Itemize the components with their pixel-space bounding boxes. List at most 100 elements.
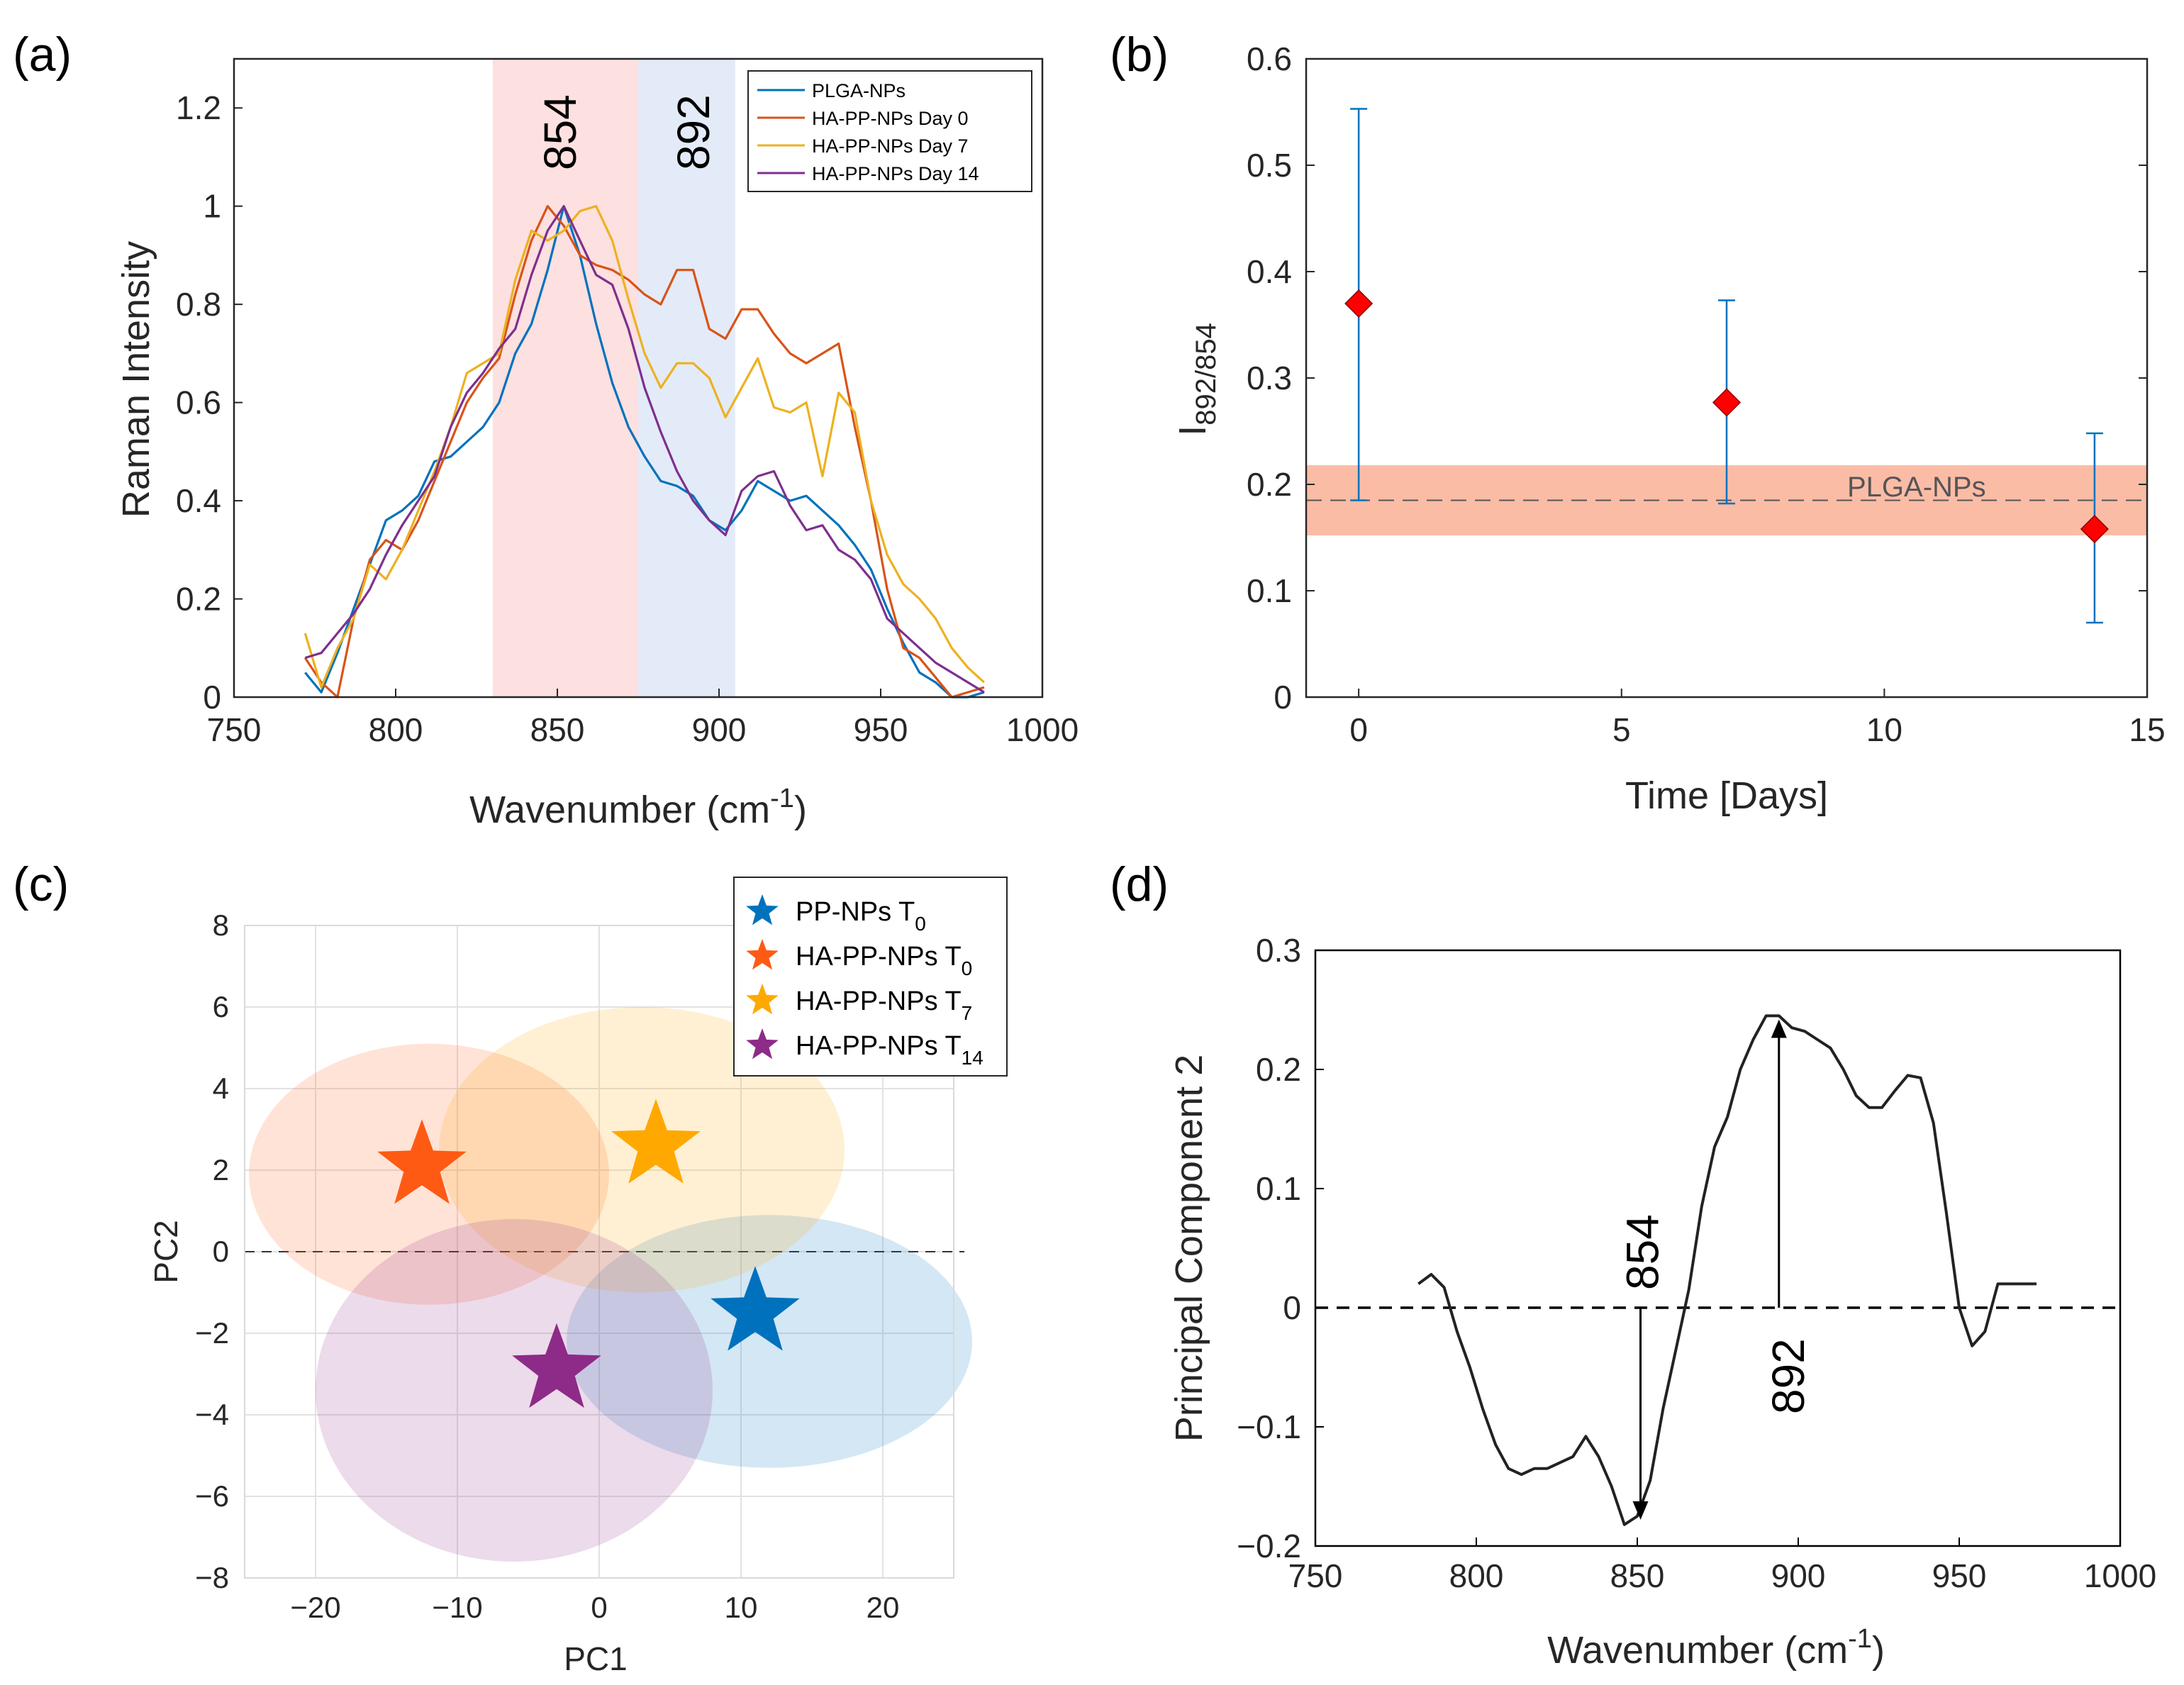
d-plot-frame [1314,949,2122,1547]
a-series-line-0 [304,205,985,699]
c-xtick-label: 10 [725,1591,758,1624]
b-plot-frame [1305,57,2149,699]
b-ytick-label: 0.4 [1247,253,1292,290]
c-star-0 [711,1266,800,1351]
a-xtick-label: 750 [207,711,262,748]
a-series-line-2 [303,205,985,689]
c-ytick-label: −8 [195,1561,229,1594]
a-xtick-label: 1000 [1006,711,1079,748]
a-band-892 [638,59,735,697]
a-series-line-3 [304,205,985,694]
a-ylabel: Raman Intensity [115,241,157,518]
d-arrow-head-854 [1632,1501,1649,1520]
c-ellipses [249,1007,972,1562]
d-xtick-label: 850 [1610,1557,1665,1594]
d-ytick-label: 0.2 [1256,1051,1301,1088]
a-ytick-label: 0.4 [176,482,221,519]
a-ytick-label: 0.2 [176,581,221,618]
d-ytick-label: −0.2 [1237,1528,1301,1564]
c-star-1 [377,1119,467,1204]
a-xtick-label: 950 [854,711,908,748]
b-xlabel: Time [Days] [1625,774,1828,817]
a-legend-day7: HA-PP-NPs Day 7 [812,135,969,157]
a-ytick-label: 0.6 [176,384,221,421]
c-legend-label-3: HA-PP-NPs T14 [796,1031,984,1069]
b-ytick-label: 0.2 [1247,466,1292,503]
c-ytick-label: 8 [213,908,229,942]
panel-label-a: (a) [13,28,72,82]
b-ylabel: I892/854 [1171,323,1222,436]
panel-b-intensity-ratio: (b) 0 5 10 15 0 0.1 0.2 0.3 0.4 0.5 0.6 PLGA-NPs I… [1110,28,2166,817]
b-reference-label: PLGA-NPs [1847,472,1986,503]
c-legend-label-2: HA-PP-NPs T7 [796,986,972,1024]
b-axes-ticks: 0 5 10 15 0 0.1 0.2 0.3 0.4 0.5 0.6 [1247,40,2166,748]
d-xtick-label: 950 [1932,1557,1987,1594]
b-xtick-label: 15 [2129,711,2165,748]
b-xtick-label: 0 [1349,711,1368,748]
d-axes-ticks: 750 800 850 900 950 1000 −0.2 −0.1 0 0.1 0.2 0.3 [1237,932,2156,1594]
c-xtick-label: −20 [290,1591,340,1624]
d-annotation-892: 892 [1763,1338,1814,1414]
c-legend-box [733,877,1008,1077]
a-ytick-label: 0.8 [176,286,221,323]
d-ytick-label: 0 [1283,1289,1301,1326]
b-xtick-label: 10 [1866,711,1902,748]
a-band-854 [492,59,638,697]
a-band-label-892: 892 [668,94,719,170]
c-xlabel: PC1 [564,1640,627,1677]
a-ytick-label: 1 [203,188,221,225]
c-legend-star-2 [746,984,779,1015]
c-ytick-label: −4 [195,1398,229,1431]
b-data-points [1344,108,2109,624]
b-diamond-marker [1712,388,1742,417]
a-xlabel: Wavenumber (cm-1) [469,784,807,831]
c-star-2 [611,1099,701,1184]
a-xtick-label: 800 [369,711,423,748]
b-ytick-label: 0.3 [1247,360,1292,396]
a-ytick-label: 1.2 [176,89,221,126]
c-legend: PP-NPs T0 HA-PP-NPs T0 HA-PP-NPs T7 HA-PP-N… [733,877,1008,1077]
d-ytick-label: 0.1 [1256,1170,1301,1207]
c-legend-star-1 [746,939,779,970]
a-xtick-label: 850 [530,711,585,748]
panel-d-pc2-loading: (d) 750 800 850 900 950 1000 −0.2 −0.1 0 0.1 0.2 0.… [1110,857,2156,1672]
c-ylabel: PC2 [147,1220,184,1283]
c-ytick-label: 6 [213,990,229,1023]
c-legend-label-0: PP-NPs T0 [796,897,926,935]
d-xlabel: Wavenumber (cm-1) [1547,1624,1885,1672]
d-annotation-854: 854 [1617,1214,1668,1290]
c-ytick-label: −6 [195,1479,229,1513]
panel-label-b: (b) [1110,28,1169,82]
c-star-3 [512,1323,601,1408]
a-ytick-label: 0 [203,679,221,716]
a-legend-plga: PLGA-NPs [812,80,906,101]
d-xtick-label: 750 [1288,1557,1343,1594]
b-ytick-label: 0.5 [1247,147,1292,184]
c-legend-label-1: HA-PP-NPs T0 [796,942,972,979]
c-legend-items: PP-NPs T0 HA-PP-NPs T0 HA-PP-NPs T7 HA-PP-N… [746,894,984,1069]
c-ytick-label: −2 [195,1316,229,1350]
panel-label-c: (c) [13,857,69,911]
d-pc2-line [1417,1014,2037,1526]
b-diamond-marker [1344,289,1374,318]
a-bands [492,59,735,697]
a-legend-day14: HA-PP-NPs Day 14 [812,163,979,184]
d-xtick-label: 800 [1449,1557,1504,1594]
b-ytick-label: 0.1 [1247,572,1292,609]
panel-label-d: (d) [1110,857,1169,911]
c-xtick-label: −10 [432,1591,482,1624]
d-ylabel: Principal Component 2 [1168,1055,1210,1442]
b-ytick-label: 0.6 [1247,40,1292,77]
a-legend-day0: HA-PP-NPs Day 0 [812,108,969,129]
a-xtick-label: 900 [692,711,747,748]
c-legend-star-3 [746,1028,779,1060]
a-band-label-854: 854 [535,94,586,170]
c-ellipse-3 [316,1219,713,1562]
c-xtick-label: 20 [867,1591,900,1624]
c-xtick-label: 0 [591,1591,607,1624]
c-ytick-label: 4 [213,1072,229,1105]
c-plot-frame [244,925,954,1579]
